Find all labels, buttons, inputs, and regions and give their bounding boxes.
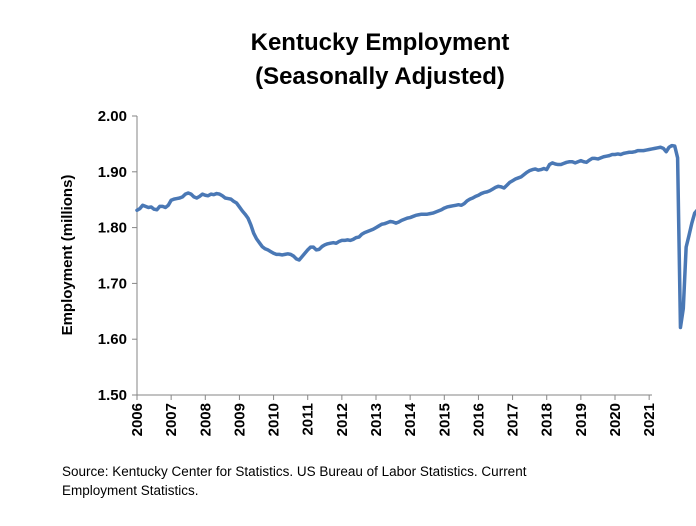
y-tick-label: 2.00 [98,108,127,125]
y-tick-label: 1.60 [98,331,127,348]
x-tick-label: 2021 [641,403,658,436]
x-tick-label: 2007 [163,403,180,436]
chart-title-line-1: Kentucky Employment [251,29,510,56]
y-tick-label: 1.90 [98,164,127,181]
chart: Kentucky Employment (Seasonally Adjusted… [59,29,696,436]
x-tick-label: 2017 [505,403,522,436]
x-tick-label: 2014 [402,402,419,436]
source-line-1: Source: Kentucky Center for Statistics. … [62,464,527,479]
x-tick-label: 2018 [539,403,556,436]
x-tick-label: 2011 [300,403,317,436]
x-tick-label: 2009 [231,403,248,436]
y-tick-label: 1.70 [98,275,127,292]
x-tick-label: 2013 [368,403,385,436]
y-tick-label: 1.80 [98,220,127,237]
y-axis-ticks: 1.50 1.60 1.70 1.80 1.90 2.00 [98,108,137,404]
x-tick-label: 2008 [197,403,214,436]
x-tick-label: 2006 [129,403,146,436]
y-tick-label: 1.50 [98,387,127,404]
x-tick-label: 2016 [470,403,487,436]
source-note: Source: Kentucky Center for Statistics. … [62,462,662,500]
x-axis-ticks: 2006 2007 2008 2009 2010 2011 2012 2013 2014 2015… [129,395,658,436]
x-tick-label: 2019 [573,403,590,436]
x-tick-label: 2020 [607,403,624,436]
source-line-2: Employment Statistics. [62,483,199,498]
y-axis-label: Employment (millions) [59,175,76,336]
series-line-employment [135,143,696,330]
x-tick-label: 2015 [436,403,453,436]
x-tick-label: 2010 [266,403,283,436]
x-tick-label: 2012 [334,403,351,436]
chart-title-line-2: (Seasonally Adjusted) [255,63,505,90]
